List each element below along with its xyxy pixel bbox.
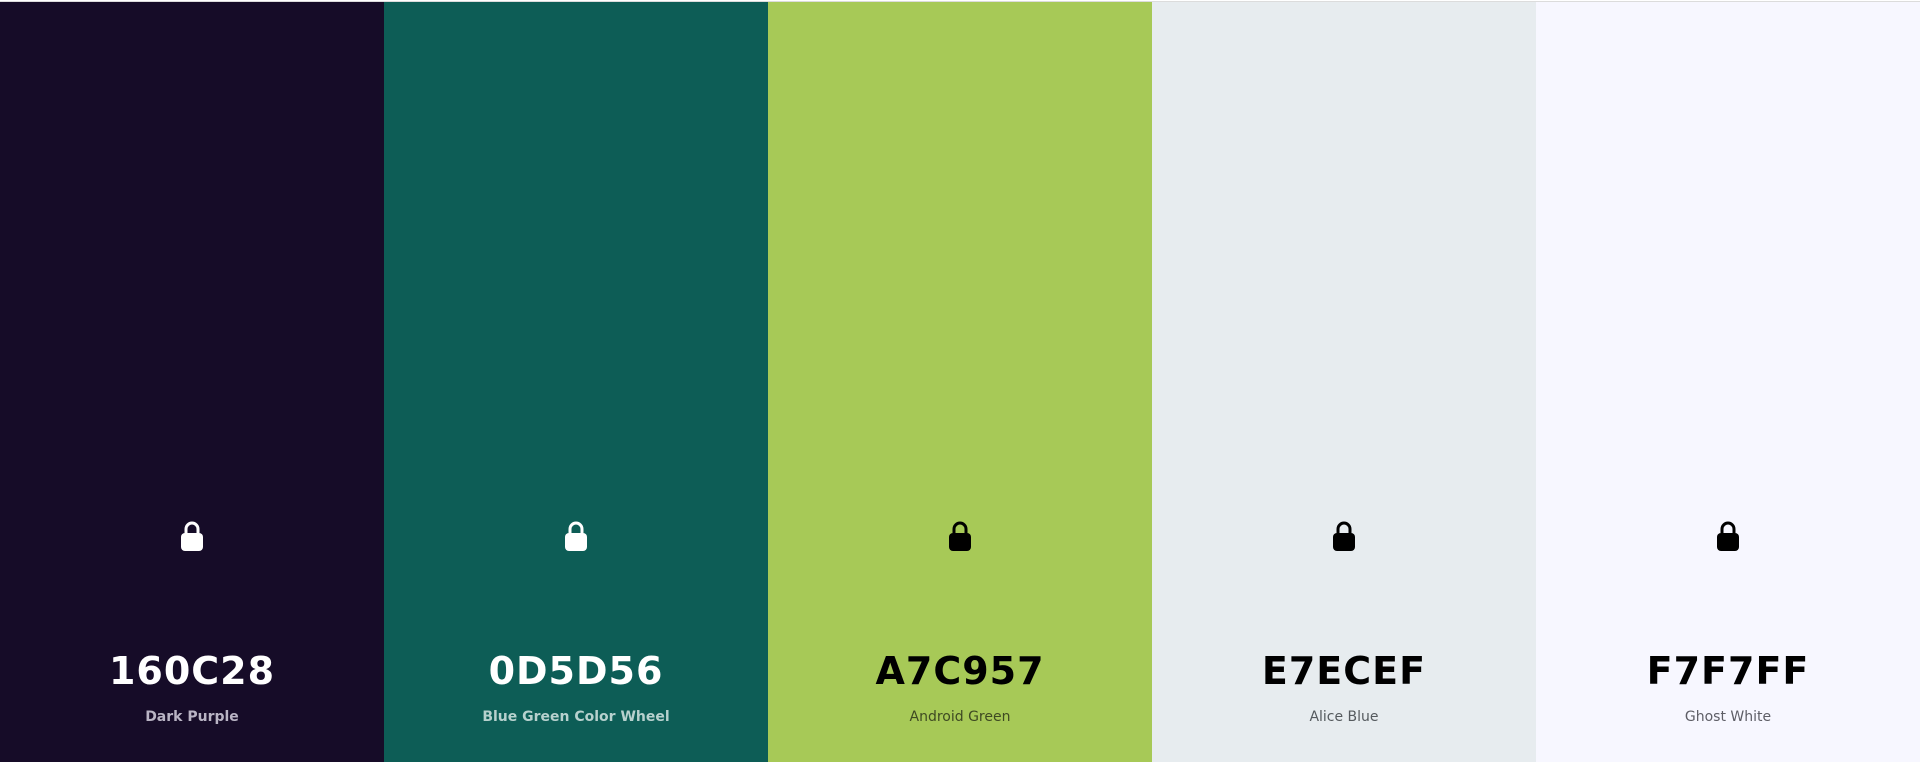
lock-icon[interactable] (946, 519, 974, 553)
hex-code[interactable]: F7F7FF (1646, 649, 1810, 693)
color-name: Blue Green Color Wheel (482, 709, 670, 725)
color-swatch-blue-green[interactable]: 0D5D56 Blue Green Color Wheel (384, 2, 768, 762)
hex-code[interactable]: A7C957 (875, 649, 1045, 693)
lock-icon[interactable] (1330, 519, 1358, 553)
color-name: Dark Purple (145, 709, 239, 725)
lock-icon[interactable] (562, 519, 590, 553)
lock-icon[interactable] (1714, 519, 1742, 553)
hex-code[interactable]: 160C28 (108, 649, 276, 693)
color-swatch-ghost-white[interactable]: F7F7FF Ghost White (1536, 2, 1920, 762)
hex-code[interactable]: E7ECEF (1261, 649, 1427, 693)
color-swatch-alice-blue[interactable]: E7ECEF Alice Blue (1152, 2, 1536, 762)
hex-code[interactable]: 0D5D56 (488, 649, 664, 693)
color-name: Android Green (909, 709, 1011, 725)
color-name: Alice Blue (1309, 709, 1379, 725)
color-swatch-android-green[interactable]: A7C957 Android Green (768, 2, 1152, 762)
lock-icon[interactable] (178, 519, 206, 553)
color-swatch-dark-purple[interactable]: 160C28 Dark Purple (0, 2, 384, 762)
color-name: Ghost White (1684, 709, 1772, 725)
